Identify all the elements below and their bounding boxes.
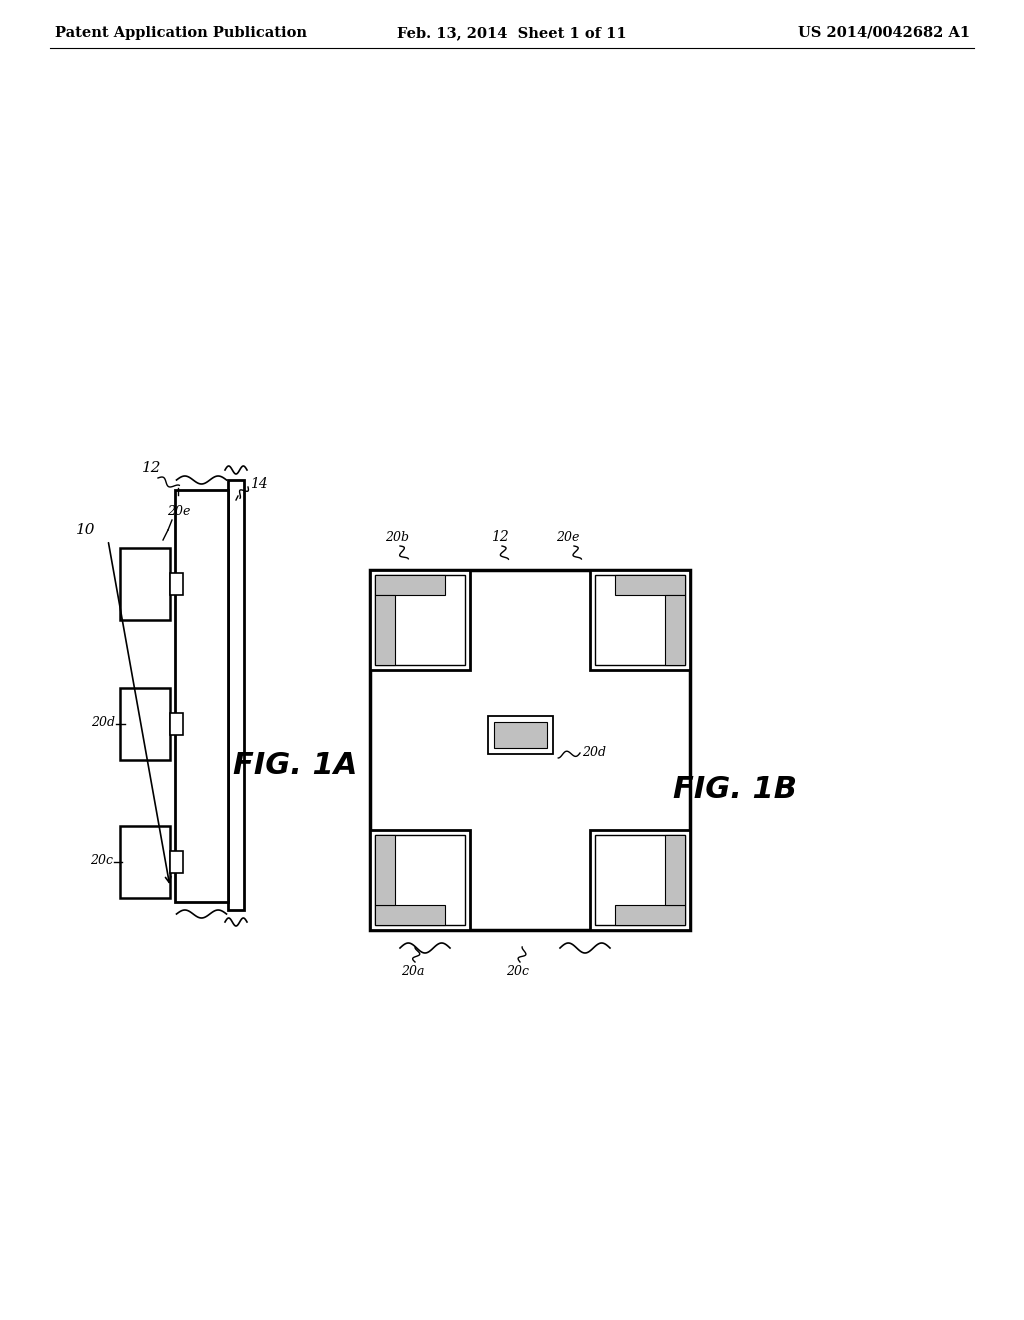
Bar bbox=[370, 830, 470, 931]
Bar bbox=[120, 688, 170, 760]
Text: Feb. 13, 2014  Sheet 1 of 11: Feb. 13, 2014 Sheet 1 of 11 bbox=[397, 26, 627, 40]
Bar bbox=[665, 836, 685, 906]
Bar bbox=[595, 576, 685, 665]
Text: 12: 12 bbox=[142, 461, 162, 475]
Text: US 2014/0042682 A1: US 2014/0042682 A1 bbox=[798, 26, 970, 40]
Text: 10: 10 bbox=[76, 523, 95, 537]
Bar bbox=[375, 836, 395, 906]
Text: Patent Application Publication: Patent Application Publication bbox=[55, 26, 307, 40]
Bar bbox=[170, 713, 183, 735]
Bar bbox=[375, 906, 445, 925]
Text: FIG. 1A: FIG. 1A bbox=[232, 751, 357, 780]
Bar bbox=[615, 906, 685, 925]
Text: 20e: 20e bbox=[556, 531, 580, 544]
Bar bbox=[375, 576, 445, 595]
Bar bbox=[120, 548, 170, 620]
Bar bbox=[375, 595, 395, 665]
Bar bbox=[175, 490, 228, 902]
Text: 20c: 20c bbox=[90, 854, 113, 866]
Text: 20d: 20d bbox=[582, 746, 606, 759]
Bar bbox=[228, 480, 244, 909]
Text: 14: 14 bbox=[250, 477, 267, 491]
Bar bbox=[665, 595, 685, 665]
Text: 20c: 20c bbox=[507, 965, 529, 978]
Bar bbox=[590, 830, 690, 931]
Text: 20a: 20a bbox=[401, 965, 425, 978]
Bar bbox=[375, 836, 465, 925]
Bar bbox=[590, 570, 690, 671]
Bar bbox=[370, 570, 470, 671]
Bar bbox=[494, 722, 547, 748]
Bar bbox=[375, 576, 465, 665]
Text: 20e: 20e bbox=[167, 506, 190, 517]
Bar bbox=[370, 570, 690, 931]
Text: 20b: 20b bbox=[385, 531, 409, 544]
Text: 12: 12 bbox=[492, 531, 509, 544]
Bar bbox=[170, 573, 183, 595]
Bar bbox=[487, 715, 553, 754]
Text: FIG. 1B: FIG. 1B bbox=[673, 776, 797, 804]
Bar bbox=[170, 851, 183, 873]
Bar bbox=[595, 836, 685, 925]
Text: 20d: 20d bbox=[91, 715, 115, 729]
Bar bbox=[615, 576, 685, 595]
Bar bbox=[120, 826, 170, 898]
